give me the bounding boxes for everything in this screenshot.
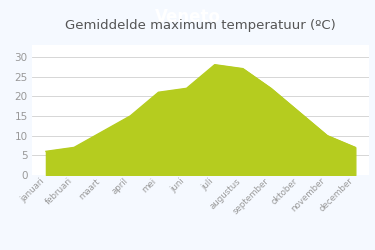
Text: Veneto: Veneto [154, 8, 220, 26]
Text: Gemiddelde maximum temperatuur (ºC): Gemiddelde maximum temperatuur (ºC) [65, 20, 336, 32]
